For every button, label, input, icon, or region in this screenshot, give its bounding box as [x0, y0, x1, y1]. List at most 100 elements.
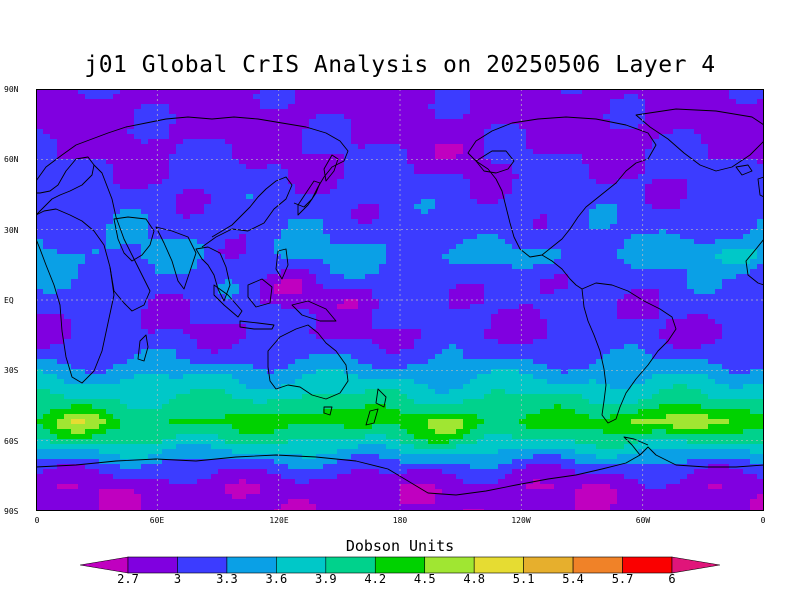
heatmap-cell	[428, 104, 436, 110]
heatmap-cell	[414, 294, 422, 300]
heatmap-cell	[295, 209, 303, 215]
heatmap-cell	[407, 319, 415, 325]
heatmap-cell	[78, 219, 86, 225]
heatmap-cell	[113, 259, 121, 265]
heatmap-cell	[435, 269, 443, 275]
heatmap-cell	[645, 144, 653, 150]
heatmap-cell	[631, 144, 639, 150]
heatmap-cell	[43, 109, 51, 115]
heatmap-cell	[554, 99, 562, 105]
heatmap-cell	[246, 289, 254, 295]
heatmap-cell	[666, 124, 674, 130]
heatmap-cell	[470, 89, 478, 95]
heatmap-cell	[337, 294, 345, 300]
heatmap-cell	[155, 164, 163, 170]
heatmap-cell	[666, 149, 674, 155]
heatmap-cell	[624, 304, 632, 310]
heatmap-cell	[78, 324, 86, 330]
heatmap-cell	[673, 279, 681, 285]
heatmap-cell	[414, 199, 422, 205]
heatmap-cell	[386, 214, 394, 220]
heatmap-cell	[225, 189, 233, 195]
heatmap-cell	[351, 184, 359, 190]
heatmap-cell	[624, 94, 632, 100]
heatmap-cell	[561, 299, 569, 305]
heatmap-cell	[624, 204, 632, 210]
heatmap-cell	[505, 289, 513, 295]
heatmap-cell	[512, 214, 520, 220]
heatmap-cell	[743, 89, 751, 95]
heatmap-cell	[638, 279, 646, 285]
heatmap-cell	[337, 299, 345, 305]
heatmap-cell	[421, 214, 429, 220]
heatmap-cell	[638, 314, 646, 320]
heatmap-cell	[407, 184, 415, 190]
heatmap-cell	[330, 124, 338, 130]
heatmap-cell	[575, 214, 583, 220]
heatmap-cell	[120, 104, 128, 110]
heatmap-cell	[470, 229, 478, 235]
heatmap-cell	[659, 234, 667, 240]
heatmap-cell	[498, 319, 506, 325]
heatmap-cell	[197, 224, 205, 230]
heatmap-cell	[50, 119, 58, 125]
heatmap-cell	[442, 214, 450, 220]
heatmap-cell	[491, 269, 499, 275]
heatmap-cell	[106, 89, 114, 95]
heatmap-cell	[295, 214, 303, 220]
heatmap-cell	[526, 289, 534, 295]
heatmap-cell	[617, 134, 625, 140]
heatmap-cell	[120, 304, 128, 310]
heatmap-cell	[610, 89, 618, 95]
heatmap-cell	[323, 189, 331, 195]
heatmap-cell	[750, 224, 758, 230]
heatmap-cell	[435, 234, 443, 240]
heatmap-cell	[554, 114, 562, 120]
heatmap-cell	[106, 314, 114, 320]
heatmap-cell	[659, 89, 667, 95]
heatmap-cell	[379, 164, 387, 170]
heatmap-cell	[638, 164, 646, 170]
heatmap-cell	[456, 189, 464, 195]
heatmap-cell	[50, 194, 58, 200]
heatmap-cell	[120, 154, 128, 160]
heatmap-cell	[344, 284, 352, 290]
heatmap-cell	[750, 314, 758, 320]
heatmap-cell	[659, 189, 667, 195]
heatmap-cell	[421, 94, 429, 100]
heatmap-cell	[547, 309, 555, 315]
heatmap-cell	[638, 259, 646, 265]
heatmap-cell	[645, 279, 653, 285]
heatmap-cell	[680, 109, 688, 115]
heatmap-cell	[267, 194, 275, 200]
heatmap-cell	[281, 164, 289, 170]
heatmap-cell	[610, 239, 618, 245]
heatmap-cell	[652, 219, 660, 225]
heatmap-cell	[316, 209, 324, 215]
heatmap-cell	[267, 289, 275, 295]
heatmap-cell	[680, 204, 688, 210]
heatmap-cell	[414, 249, 422, 255]
heatmap-cell	[491, 104, 499, 110]
heatmap-cell	[295, 149, 303, 155]
heatmap-cell	[666, 269, 674, 275]
heatmap-cell	[120, 269, 128, 275]
heatmap-cell	[218, 209, 226, 215]
heatmap-cell	[407, 134, 415, 140]
heatmap-cell	[36, 139, 44, 145]
heatmap-cell	[582, 234, 590, 240]
heatmap-cell	[50, 304, 58, 310]
heatmap-cell	[393, 269, 401, 275]
heatmap-cell	[211, 289, 219, 295]
heatmap-cell	[162, 189, 170, 195]
heatmap-cell	[106, 109, 114, 115]
heatmap-cell	[225, 154, 233, 160]
heatmap-cell	[757, 229, 764, 235]
heatmap-cell	[617, 284, 625, 290]
heatmap-cell	[127, 224, 135, 230]
heatmap-cell	[330, 244, 338, 250]
heatmap-cell	[484, 159, 492, 165]
heatmap-cell	[358, 244, 366, 250]
heatmap-cell	[722, 304, 730, 310]
heatmap-cell	[449, 179, 457, 185]
